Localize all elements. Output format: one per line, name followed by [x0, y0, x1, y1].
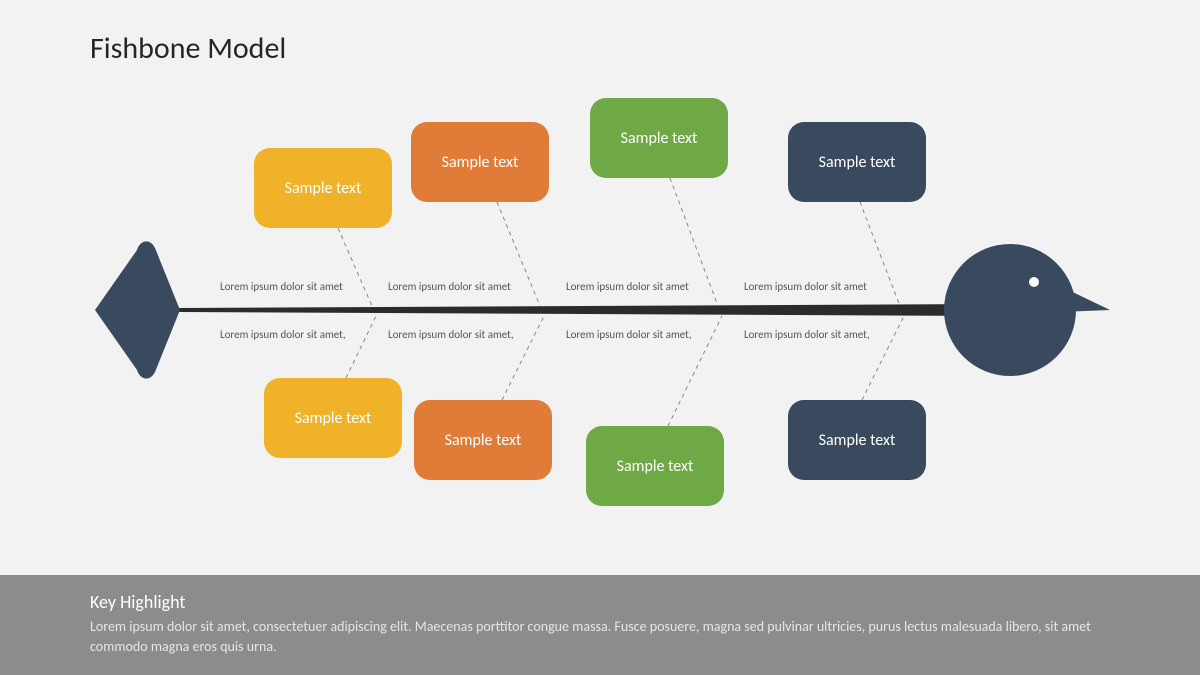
branch-box: Sample text [411, 122, 549, 202]
branch-sublabel: Lorem ipsum dolor sit amet, [744, 328, 870, 341]
fish-tail [95, 241, 180, 378]
branch-dashes [338, 178, 904, 426]
branch-box: Sample text [586, 426, 724, 506]
branch-box: Sample text [414, 400, 552, 480]
fishbone-slide: Fishbone Model Sample textSample textSam… [0, 0, 1200, 675]
branch-sublabel: Lorem ipsum dolor sit amet [566, 280, 689, 293]
fish-spine [179, 304, 990, 316]
branch-sublabel: Lorem ipsum dolor sit amet [220, 280, 343, 293]
branch-sublabel: Lorem ipsum dolor sit amet [388, 280, 511, 293]
footer-body: Lorem ipsum dolor sit amet, consectetuer… [90, 617, 1110, 656]
fish-head [944, 244, 1110, 376]
branch-sublabel: Lorem ipsum dolor sit amet, [388, 328, 514, 341]
branch-box: Sample text [264, 378, 402, 458]
branch-box: Sample text [254, 148, 392, 228]
branch-box: Sample text [788, 122, 926, 202]
footer-title: Key Highlight [90, 591, 1110, 613]
branch-sublabel: Lorem ipsum dolor sit amet, [220, 328, 346, 341]
branch-sublabel: Lorem ipsum dolor sit amet [744, 280, 867, 293]
footer-panel: Key Highlight Lorem ipsum dolor sit amet… [0, 575, 1200, 675]
branch-box: Sample text [590, 98, 728, 178]
branch-sublabel: Lorem ipsum dolor sit amet, [566, 328, 692, 341]
branch-box: Sample text [788, 400, 926, 480]
